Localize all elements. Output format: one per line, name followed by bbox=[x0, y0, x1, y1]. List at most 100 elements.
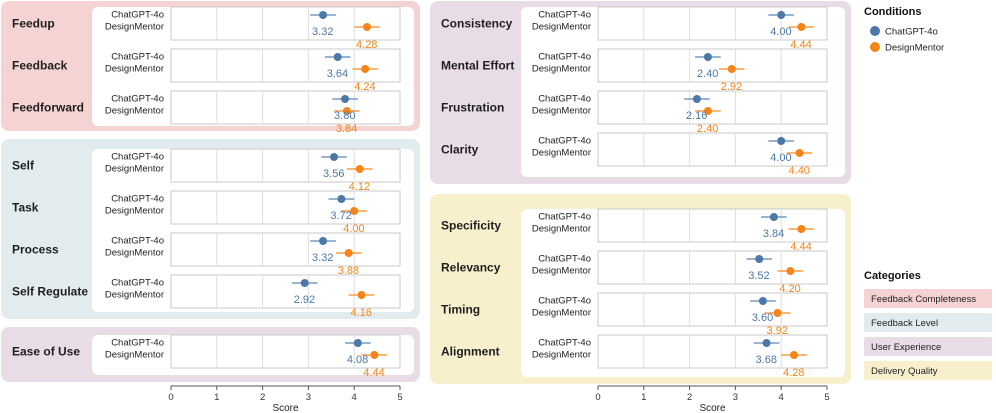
metric-label-feedback: Feedback bbox=[12, 59, 68, 73]
x-tick-label: 5 bbox=[397, 392, 402, 403]
value-label-designmentor: 4.16 bbox=[351, 307, 372, 319]
x-tick-label: 1 bbox=[214, 392, 219, 403]
condition-label: DesignMentor bbox=[532, 308, 591, 319]
metric-label-consistency: Consistency bbox=[441, 17, 513, 31]
value-label-designmentor: 4.28 bbox=[356, 39, 377, 51]
plot-area bbox=[92, 149, 414, 312]
condition-label: DesignMentor bbox=[532, 106, 591, 117]
value-label-designmentor: 4.00 bbox=[343, 223, 364, 235]
point-chatgpt-4o-ease-of-use bbox=[353, 339, 362, 347]
point-designmentor-self-regulate bbox=[357, 291, 366, 299]
condition-label: ChatGPT-4o bbox=[111, 152, 164, 163]
value-label-chatgpt-4o: 2.92 bbox=[294, 294, 315, 306]
point-designmentor-relevancy bbox=[786, 267, 795, 275]
condition-label: DesignMentor bbox=[532, 350, 591, 361]
value-label-chatgpt-4o: 3.52 bbox=[748, 270, 769, 282]
metric-label-ease-of-use: Ease of Use bbox=[12, 345, 80, 359]
legend-label-user-experience: User Experience bbox=[871, 342, 941, 353]
value-label-designmentor: 4.28 bbox=[783, 367, 804, 379]
x-tick-label: 0 bbox=[595, 392, 600, 403]
row-frame bbox=[597, 334, 828, 369]
value-label-chatgpt-4o: 3.72 bbox=[330, 210, 351, 222]
condition-label: ChatGPT-4o bbox=[538, 296, 591, 307]
value-label-chatgpt-4o: 4.00 bbox=[770, 26, 791, 38]
condition-label: ChatGPT-4o bbox=[111, 236, 164, 247]
x-tick-label: 3 bbox=[733, 392, 738, 403]
x-tick-label: 2 bbox=[687, 392, 692, 403]
row-frame bbox=[170, 274, 401, 309]
plot-area bbox=[92, 7, 414, 126]
point-designmentor-task bbox=[350, 207, 359, 215]
point-chatgpt-4o-self bbox=[330, 153, 339, 161]
value-label-designmentor: 4.12 bbox=[349, 181, 370, 193]
row-frame bbox=[170, 232, 401, 267]
value-label-designmentor: 2.92 bbox=[721, 81, 742, 93]
metric-label-clarity: Clarity bbox=[441, 143, 479, 157]
point-chatgpt-4o-mental-effort bbox=[703, 53, 712, 61]
point-designmentor-timing bbox=[773, 309, 782, 317]
x-axis-title: Score bbox=[699, 403, 726, 413]
point-designmentor-consistency bbox=[797, 23, 806, 31]
point-chatgpt-4o-process bbox=[319, 237, 328, 245]
legend-label-feedback-completeness: Feedback Completeness bbox=[871, 294, 976, 305]
point-designmentor-ease-of-use bbox=[370, 351, 379, 359]
point-chatgpt-4o-feedup bbox=[319, 11, 328, 19]
condition-label: DesignMentor bbox=[532, 266, 591, 277]
legend-swatch-chatgpt-4o bbox=[870, 26, 880, 36]
point-chatgpt-4o-frustration bbox=[692, 95, 701, 103]
condition-label: DesignMentor bbox=[105, 290, 164, 301]
value-label-designmentor: 4.20 bbox=[779, 283, 800, 295]
point-designmentor-process bbox=[344, 249, 353, 257]
condition-label: ChatGPT-4o bbox=[538, 136, 591, 147]
metric-label-self: Self bbox=[12, 159, 35, 173]
point-designmentor-feedback bbox=[361, 65, 370, 73]
point-chatgpt-4o-timing bbox=[758, 297, 767, 305]
point-designmentor-feedforward bbox=[342, 107, 351, 115]
row-frame bbox=[597, 208, 828, 243]
point-designmentor-frustration bbox=[703, 107, 712, 115]
legend-swatch-delivery-quality bbox=[864, 361, 992, 380]
point-chatgpt-4o-specificity bbox=[769, 213, 778, 221]
condition-label: ChatGPT-4o bbox=[111, 194, 164, 205]
condition-label: DesignMentor bbox=[105, 350, 164, 361]
metric-label-self-regulate: Self Regulate bbox=[12, 285, 88, 299]
condition-label: ChatGPT-4o bbox=[538, 10, 591, 21]
point-designmentor-clarity bbox=[795, 149, 804, 157]
x-tick-label: 3 bbox=[306, 392, 311, 403]
value-label-designmentor: 2.40 bbox=[697, 123, 718, 135]
value-label-designmentor: 4.44 bbox=[363, 367, 384, 379]
value-label-chatgpt-4o: 3.64 bbox=[327, 68, 348, 80]
metric-label-feedforward: Feedforward bbox=[12, 101, 84, 115]
value-label-designmentor: 4.44 bbox=[790, 241, 811, 253]
value-label-chatgpt-4o: 3.80 bbox=[334, 110, 355, 122]
metric-label-task: Task bbox=[12, 201, 39, 215]
condition-label: ChatGPT-4o bbox=[111, 338, 164, 349]
condition-label: DesignMentor bbox=[105, 106, 164, 117]
point-designmentor-mental-effort bbox=[727, 65, 736, 73]
condition-label: ChatGPT-4o bbox=[538, 94, 591, 105]
condition-label: DesignMentor bbox=[105, 22, 164, 33]
value-label-designmentor: 3.92 bbox=[767, 325, 788, 337]
row-frame bbox=[170, 190, 401, 225]
condition-label: DesignMentor bbox=[105, 248, 164, 259]
condition-label: ChatGPT-4o bbox=[538, 254, 591, 265]
legend-swatch-feedback-completeness bbox=[864, 289, 992, 308]
value-label-chatgpt-4o: 3.32 bbox=[312, 26, 333, 38]
legend-label-chatgpt-4o: ChatGPT-4o bbox=[885, 27, 938, 38]
value-label-chatgpt-4o: 3.84 bbox=[763, 228, 784, 240]
x-tick-label: 2 bbox=[260, 392, 265, 403]
row-frame bbox=[597, 132, 828, 167]
value-label-designmentor: 3.84 bbox=[336, 123, 357, 135]
x-tick-label: 4 bbox=[352, 392, 357, 403]
point-chatgpt-4o-relevancy bbox=[755, 255, 764, 263]
legend-swatch-user-experience bbox=[864, 337, 992, 356]
condition-label: DesignMentor bbox=[105, 164, 164, 175]
metric-label-frustration: Frustration bbox=[441, 101, 504, 115]
plot-area bbox=[92, 335, 414, 375]
value-label-chatgpt-4o: 3.68 bbox=[756, 354, 777, 366]
value-label-chatgpt-4o: 3.60 bbox=[752, 312, 773, 324]
x-tick-label: 5 bbox=[824, 392, 829, 403]
point-chatgpt-4o-feedback bbox=[333, 53, 342, 61]
metric-label-feedup: Feedup bbox=[12, 17, 55, 31]
point-chatgpt-4o-self-regulate bbox=[300, 279, 309, 287]
